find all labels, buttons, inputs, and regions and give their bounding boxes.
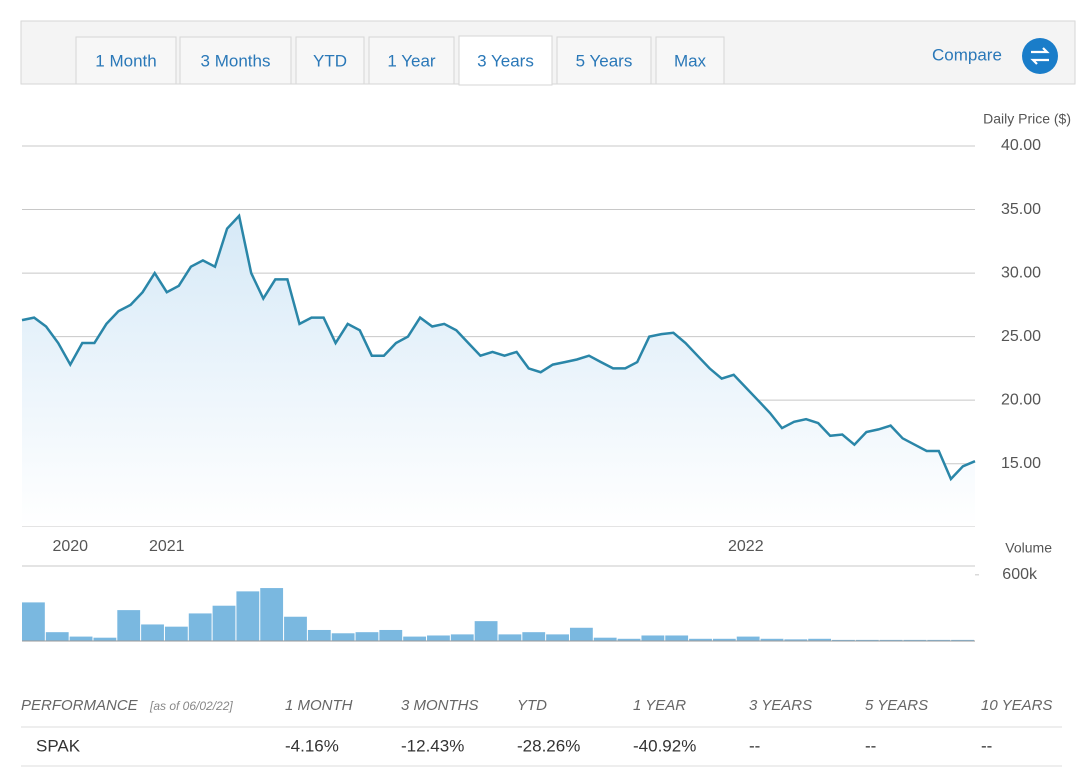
perf-column: 1 MONTH [285, 697, 353, 714]
volume-bar [284, 616, 307, 641]
x-tick-label: 2022 [728, 538, 764, 555]
tab[interactable] [295, 36, 365, 85]
volume-bar [307, 629, 331, 641]
perf-column: 1 YEAR [633, 697, 686, 714]
volume-bar [93, 637, 117, 641]
tab[interactable] [368, 36, 455, 85]
compare-label[interactable]: Compare [932, 45, 1002, 64]
y-tick-label: 35.00 [1001, 201, 1041, 218]
perf-cell: SPAK [36, 736, 81, 755]
volume-bar [474, 621, 498, 641]
tab[interactable] [75, 36, 177, 85]
volume-bar [927, 639, 951, 641]
perf-column: 10 YEARS [981, 697, 1052, 714]
volume-bar [617, 638, 641, 641]
perf-cell: -- [865, 736, 876, 755]
perf-as-of: [as of 06/02/22] [149, 699, 233, 713]
perf-column: 3 MONTHS [401, 697, 479, 714]
tab[interactable] [179, 36, 292, 85]
volume-bar [427, 635, 450, 641]
volume-bar [665, 635, 689, 641]
x-tick-label: 2020 [52, 538, 88, 555]
volume-bar [236, 591, 260, 641]
tab[interactable] [458, 35, 553, 86]
volume-bar [689, 638, 712, 641]
tab[interactable] [655, 36, 725, 85]
volume-bar [951, 639, 974, 641]
volume-bar [379, 629, 403, 641]
volume-bar [593, 637, 617, 641]
perf-title: PERFORMANCE [21, 697, 139, 714]
y-tick-label: 40.00 [1001, 137, 1041, 154]
tab-label[interactable]: 3 Months [201, 51, 271, 70]
volume-bar [22, 602, 45, 641]
y-tick-label: 20.00 [1001, 391, 1041, 408]
perf-cell: -40.92% [633, 736, 696, 755]
perf-column: 3 YEARS [749, 697, 812, 714]
volume-bar [760, 638, 784, 641]
volume-bar [355, 632, 379, 641]
volume-bar [808, 638, 832, 641]
volume-bar [855, 639, 879, 641]
compare-button[interactable] [1022, 38, 1058, 74]
perf-cell: -4.16% [285, 736, 339, 755]
volume-bar [903, 639, 927, 641]
tab-label[interactable]: 1 Month [95, 51, 156, 70]
volume-bar [546, 634, 569, 641]
perf-cell: -28.26% [517, 736, 580, 755]
y-tick-label: 600k [1002, 566, 1038, 583]
volume-bar [69, 636, 93, 641]
x-tick-label: 2021 [149, 538, 185, 555]
volume-bar [141, 624, 164, 641]
price-line [21, 213, 976, 482]
perf-column: 5 YEARS [865, 697, 928, 714]
volume-bar [498, 634, 522, 641]
volume-bar [832, 639, 855, 641]
y-axis-label: Daily Price ($) [983, 111, 1071, 127]
volume-bar [522, 632, 546, 641]
perf-cell: -- [749, 736, 760, 755]
perf-cell: -12.43% [401, 736, 464, 755]
volume-bar [164, 626, 188, 641]
volume-bar [45, 632, 69, 641]
volume-bar [712, 638, 736, 641]
y-axis-label: Volume [1005, 540, 1052, 556]
volume-bar [450, 634, 474, 641]
volume-bar [879, 639, 903, 641]
volume-bar [188, 613, 212, 641]
volume-bar [212, 605, 236, 641]
perf-column: YTD [517, 697, 547, 714]
y-tick-label: 30.00 [1001, 264, 1041, 281]
volume-bar [403, 636, 427, 641]
tab-label[interactable]: Max [674, 51, 707, 70]
y-tick-label: 15.00 [1001, 455, 1041, 472]
tab-label[interactable]: 3 Years [477, 51, 534, 70]
volume-bar [331, 633, 355, 641]
volume-bar [260, 588, 284, 641]
volume-bar [117, 610, 141, 641]
perf-cell: -- [981, 736, 992, 755]
tab-label[interactable]: YTD [313, 51, 347, 70]
volume-bar [569, 627, 593, 641]
volume-bar [736, 636, 760, 641]
tab[interactable] [556, 36, 652, 85]
volume-bar [784, 639, 808, 641]
tab-label[interactable]: 1 Year [387, 51, 436, 70]
y-tick-label: 25.00 [1001, 328, 1041, 345]
volume-bar [641, 635, 665, 641]
price-area [22, 215, 975, 526]
tab-label[interactable]: 5 Years [576, 51, 633, 70]
